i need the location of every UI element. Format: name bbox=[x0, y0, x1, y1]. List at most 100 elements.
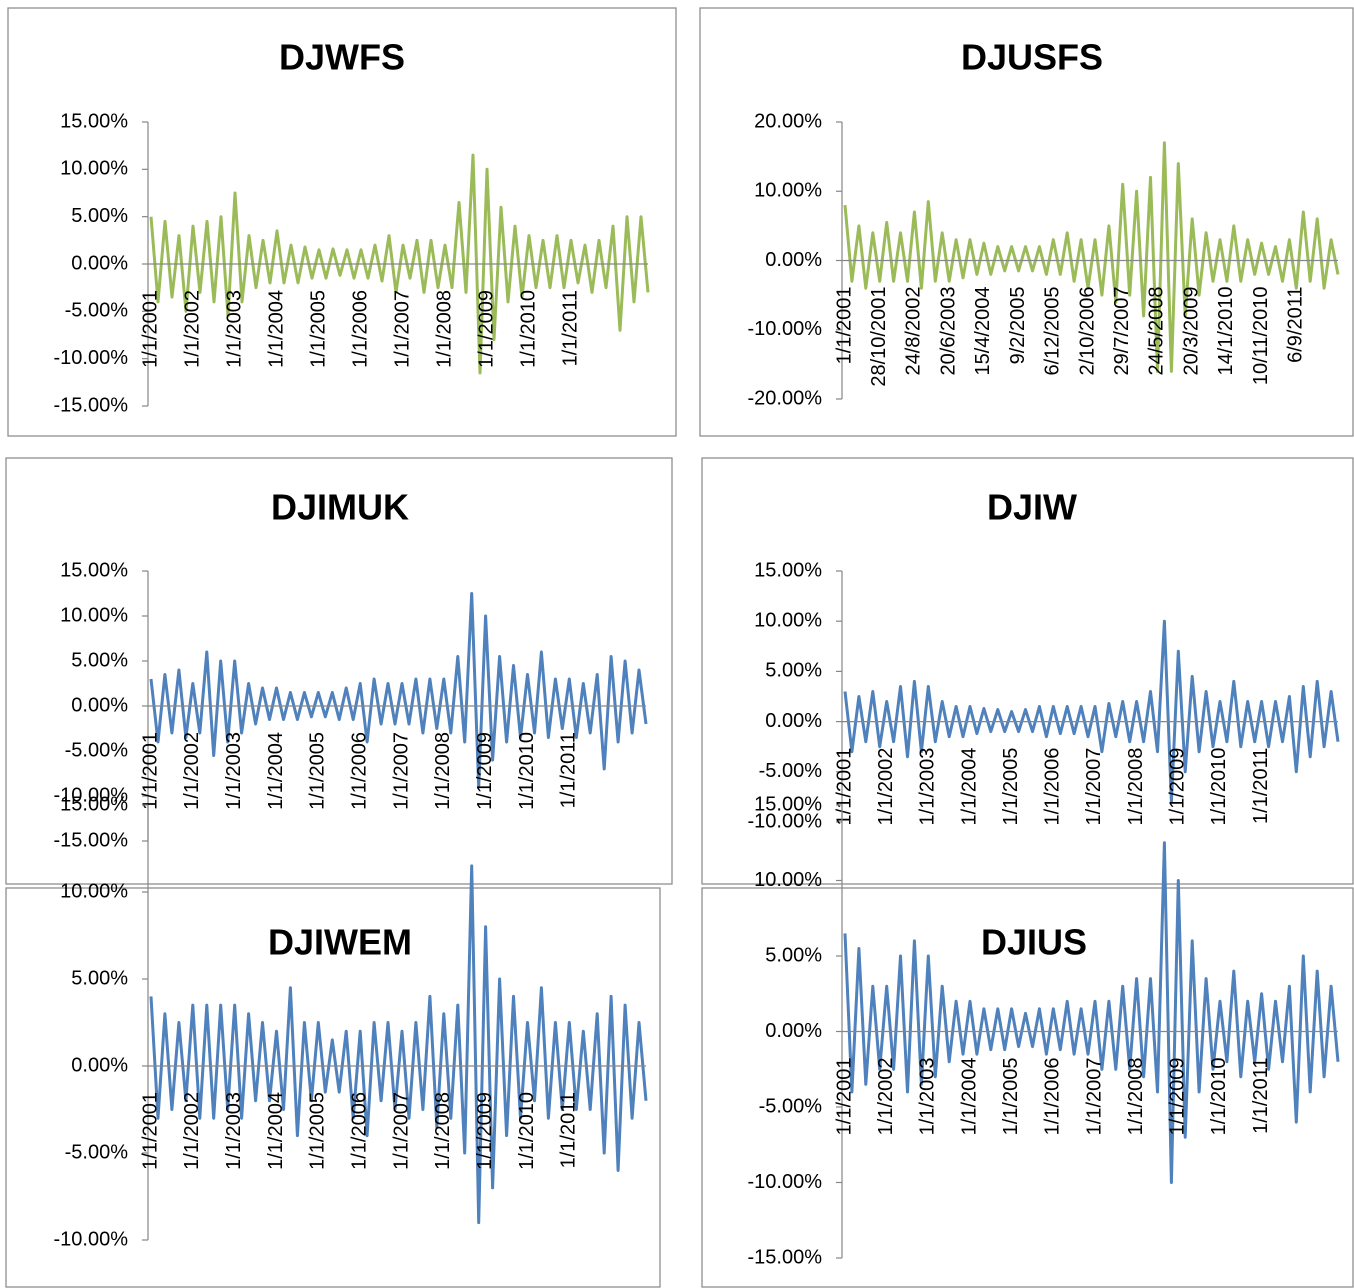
data-line bbox=[149, 153, 650, 375]
y-tick-label: -10.00% bbox=[748, 810, 823, 832]
y-tick-label: 10.00% bbox=[60, 880, 128, 902]
y-tick-label: -5.00% bbox=[65, 1141, 129, 1163]
x-tick-label: 1/1/2009 bbox=[474, 732, 496, 810]
x-tick-label: 1/1/2007 bbox=[391, 290, 413, 368]
x-tick-label: 1/1/2001 bbox=[833, 1058, 855, 1136]
chart-panel: DJIMUK -15.00% -10.00% -5.00% 0.00% 5.00% 10.0… bbox=[5, 457, 673, 885]
chart-panel: DJIWEM -10.00% -5.00% 0.00% 5.00% 10.00% 15.00… bbox=[5, 793, 661, 1288]
y-tick-label: 5.00% bbox=[71, 205, 128, 227]
y-tick-label: 10.00% bbox=[754, 609, 822, 631]
y-tick-label: 0.00% bbox=[765, 710, 822, 732]
x-tick-label: 1/1/2001 bbox=[833, 748, 855, 826]
y-tick-label: -20.00% bbox=[748, 387, 823, 409]
y-tick-label: 10.00% bbox=[754, 180, 822, 202]
y-tick-label: 0.00% bbox=[765, 1020, 822, 1042]
y-tick-label: 0.00% bbox=[71, 694, 128, 716]
y-tick-label: -15.00% bbox=[748, 1246, 823, 1268]
x-tick-label: 6/12/2005 bbox=[1042, 287, 1064, 376]
y-tick-label: 10.00% bbox=[60, 158, 128, 180]
x-tick-label: 1/1/2003 bbox=[223, 290, 245, 368]
x-tick-label: 1/1/2010 bbox=[1208, 1058, 1230, 1136]
x-tick-label: 1/1/2001 bbox=[139, 1092, 161, 1170]
y-tick-label: 15.00% bbox=[754, 559, 822, 581]
x-tick-label: 10/11/2010 bbox=[1250, 287, 1272, 386]
chart-title: DJUSFS bbox=[961, 37, 1103, 78]
chart-title: DJIW bbox=[987, 487, 1077, 528]
x-tick-label: 1/1/2004 bbox=[958, 1058, 980, 1136]
chart-title: DJWFS bbox=[279, 37, 405, 78]
x-tick-label: 28/10/2001 bbox=[868, 287, 890, 387]
x-tick-label: 1/1/2002 bbox=[875, 1058, 897, 1136]
data-line bbox=[843, 841, 1340, 1184]
x-tick-label: 9/2/2005 bbox=[1007, 287, 1029, 365]
x-tick-label: 1/1/2007 bbox=[1083, 1058, 1105, 1136]
x-tick-label: 1/1/2008 bbox=[432, 732, 454, 810]
x-tick-label: 1/1/2008 bbox=[1125, 748, 1147, 826]
x-tick-label: 1/1/2004 bbox=[265, 290, 287, 368]
chart-border bbox=[5, 457, 673, 885]
x-tick-label: 1/1/2010 bbox=[516, 1092, 538, 1170]
x-tick-label: 1/1/2011 bbox=[558, 732, 580, 808]
y-tick-label: 5.00% bbox=[765, 660, 822, 682]
x-tick-label: 1/1/2010 bbox=[517, 290, 539, 368]
y-tick-label: -10.00% bbox=[748, 1171, 823, 1193]
chart-border bbox=[701, 887, 1354, 1288]
x-tick-label: 1/1/2005 bbox=[307, 1092, 329, 1170]
x-tick-label: 15/4/2004 bbox=[972, 287, 994, 376]
data-line bbox=[149, 864, 648, 1225]
chart-border bbox=[701, 457, 1354, 885]
y-tick-label: -15.00% bbox=[54, 829, 129, 851]
chart-panel: DJWFS -15.00% -10.00% -5.00% 0.00% 5.00% 10.00… bbox=[7, 7, 677, 437]
x-tick-label: 1/1/2011 bbox=[1250, 1058, 1272, 1134]
y-tick-label: 20.00% bbox=[754, 110, 822, 132]
x-tick-label: 6/9/2011 bbox=[1285, 287, 1307, 363]
data-line bbox=[843, 141, 1340, 373]
x-tick-label: 1/1/2007 bbox=[390, 732, 412, 810]
x-tick-label: 20/6/2003 bbox=[937, 287, 959, 376]
x-tick-label: 14/1/2010 bbox=[1215, 287, 1237, 376]
x-tick-label: 1/1/2003 bbox=[223, 1092, 245, 1170]
chart-panel: DJUSFS -20.00% -10.00% 0.00% 10.00% 20.00% 1/1… bbox=[699, 7, 1354, 437]
x-tick-label: 1/1/2002 bbox=[181, 290, 203, 368]
x-tick-label: 1/1/2009 bbox=[474, 1092, 496, 1170]
x-tick-label: 1/1/2011 bbox=[559, 290, 581, 366]
y-tick-label: 0.00% bbox=[71, 252, 128, 274]
x-tick-label: 1/1/2001 bbox=[139, 732, 161, 810]
y-tick-label: 0.00% bbox=[71, 1054, 128, 1076]
y-tick-label: 15.00% bbox=[754, 793, 822, 815]
y-tick-label: 5.00% bbox=[765, 944, 822, 966]
x-tick-label: 1/1/2005 bbox=[1000, 1058, 1022, 1136]
data-line bbox=[149, 592, 648, 789]
chart-border bbox=[699, 7, 1354, 437]
x-tick-label: 1/1/2009 bbox=[1167, 1058, 1189, 1136]
x-tick-label: 20/3/2009 bbox=[1180, 287, 1202, 376]
x-tick-label: 1/1/2003 bbox=[917, 1058, 939, 1136]
x-tick-label: 1/1/2011 bbox=[558, 1092, 580, 1168]
x-tick-label: 1/1/2010 bbox=[516, 732, 538, 810]
y-tick-label: -5.00% bbox=[65, 739, 129, 761]
x-tick-label: 1/1/2009 bbox=[475, 290, 497, 368]
y-tick-label: -5.00% bbox=[759, 1095, 823, 1117]
y-tick-label: -5.00% bbox=[65, 300, 129, 322]
y-tick-label: -5.00% bbox=[759, 760, 823, 782]
x-tick-label: 1/1/2006 bbox=[348, 732, 370, 810]
x-tick-label: 1/1/2006 bbox=[348, 1092, 370, 1170]
x-tick-label: 1/1/2008 bbox=[432, 1092, 454, 1170]
y-tick-label: -10.00% bbox=[748, 318, 823, 340]
x-tick-label: 1/1/2002 bbox=[181, 732, 203, 810]
chart-title: DJIMUK bbox=[271, 487, 409, 528]
y-tick-label: 15.00% bbox=[60, 110, 128, 132]
x-tick-label: 1/1/2009 bbox=[1167, 748, 1189, 826]
chart-panel: DJIUS -15.00% -10.00% -5.00% 0.00% 5.00% 10.00… bbox=[701, 793, 1354, 1288]
x-tick-label: 1/1/2005 bbox=[307, 732, 329, 810]
y-tick-label: 10.00% bbox=[754, 869, 822, 891]
x-tick-label: 1/1/2004 bbox=[958, 748, 980, 826]
y-tick-label: -10.00% bbox=[54, 784, 129, 806]
x-tick-label: 24/8/2002 bbox=[903, 287, 925, 376]
y-tick-label: -15.00% bbox=[54, 394, 129, 416]
x-tick-label: 1/1/2002 bbox=[875, 748, 897, 826]
x-tick-label: 1/1/2004 bbox=[265, 732, 287, 810]
x-tick-label: 1/1/2003 bbox=[917, 748, 939, 826]
